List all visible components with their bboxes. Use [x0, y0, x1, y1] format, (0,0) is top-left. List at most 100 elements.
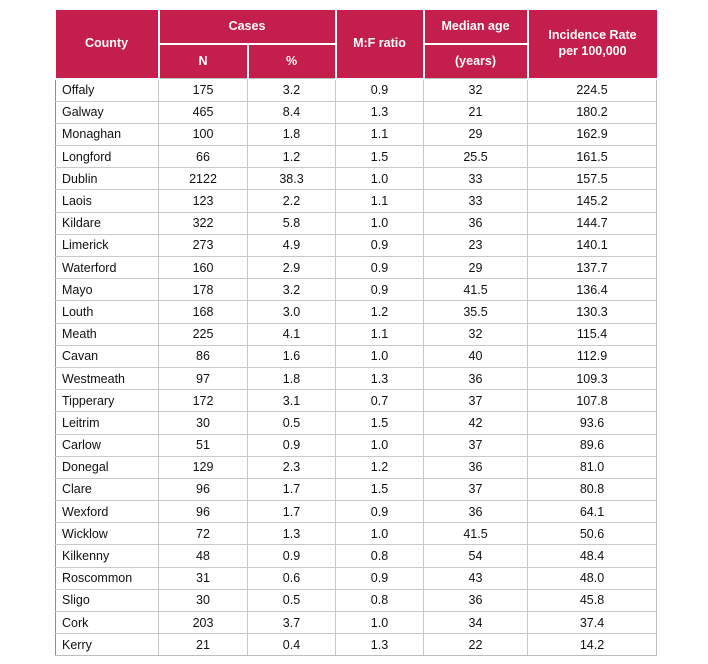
cell-cases-n: 21 — [158, 633, 248, 657]
cell-incidence-rate: 136.4 — [527, 278, 657, 302]
cell-incidence-rate: 80.8 — [527, 477, 657, 502]
table-row: Sligo 30 0.5 0.8 36 45.8 — [55, 588, 657, 613]
cell-median-age: 36 — [423, 366, 528, 391]
cell-cases-pct: 2.9 — [247, 255, 336, 280]
cell-mf-ratio: 0.9 — [335, 233, 424, 258]
header-cases-pct: % — [246, 43, 337, 79]
table-row: Kildare 322 5.8 1.0 36 144.7 — [55, 211, 657, 235]
cell-mf-ratio: 1.0 — [335, 610, 424, 635]
cell-median-age: 33 — [423, 167, 528, 191]
header-cases-n: N — [158, 43, 249, 79]
cell-cases-pct: 0.4 — [247, 633, 336, 657]
cell-median-age: 40 — [423, 344, 528, 368]
table-row: Galway 465 8.4 1.3 21 180.2 — [55, 100, 657, 124]
cell-cases-n: 30 — [158, 411, 248, 435]
cell-county: Laois — [55, 189, 159, 213]
cell-cases-n: 100 — [158, 122, 248, 147]
cell-incidence-rate: 14.2 — [527, 633, 657, 657]
cell-cases-n: 273 — [158, 233, 248, 258]
cell-county: Westmeath — [55, 366, 159, 391]
cell-county: Wexford — [55, 500, 159, 524]
cell-median-age: 36 — [423, 500, 528, 524]
cell-cases-pct: 0.5 — [247, 588, 336, 613]
cell-county: Cavan — [55, 344, 159, 368]
cell-cases-n: 203 — [158, 610, 248, 635]
cell-cases-n: 51 — [158, 433, 248, 457]
cell-cases-pct: 0.9 — [247, 433, 336, 457]
cell-mf-ratio: 1.5 — [335, 411, 424, 435]
cell-mf-ratio: 1.0 — [335, 522, 424, 546]
cell-mf-ratio: 1.3 — [335, 366, 424, 391]
cell-median-age: 33 — [423, 189, 528, 213]
cell-incidence-rate: 180.2 — [527, 100, 657, 124]
cell-median-age: 41.5 — [423, 522, 528, 546]
cell-mf-ratio: 1.1 — [335, 322, 424, 346]
cell-cases-n: 72 — [158, 522, 248, 546]
cell-county: Longford — [55, 145, 159, 169]
cell-cases-pct: 38.3 — [247, 167, 336, 191]
header-incidence-line1: Incidence Rate — [548, 28, 637, 43]
cell-mf-ratio: 1.3 — [335, 100, 424, 124]
table-row: Monaghan 100 1.8 1.1 29 162.9 — [55, 122, 657, 147]
table-row: Louth 168 3.0 1.2 35.5 130.3 — [55, 300, 657, 324]
table-row: Laois 123 2.2 1.1 33 145.2 — [55, 189, 657, 213]
cell-cases-pct: 3.2 — [247, 278, 336, 302]
county-incidence-table: County Cases M:F ratio Median age Incide… — [55, 10, 657, 657]
cell-county: Waterford — [55, 255, 159, 280]
cell-county: Monaghan — [55, 122, 159, 147]
cell-incidence-rate: 112.9 — [527, 344, 657, 368]
cell-incidence-rate: 224.5 — [527, 78, 657, 102]
cell-incidence-rate: 137.7 — [527, 255, 657, 280]
cell-incidence-rate: 45.8 — [527, 588, 657, 613]
cell-mf-ratio: 1.2 — [335, 455, 424, 479]
table-row: Kerry 21 0.4 1.3 22 14.2 — [55, 633, 657, 657]
cell-median-age: 54 — [423, 544, 528, 568]
cell-mf-ratio: 1.1 — [335, 122, 424, 147]
cell-median-age: 36 — [423, 588, 528, 613]
cell-cases-n: 178 — [158, 278, 248, 302]
cell-cases-pct: 8.4 — [247, 100, 336, 124]
cell-county: Tipperary — [55, 389, 159, 413]
cell-incidence-rate: 109.3 — [527, 366, 657, 391]
cell-county: Carlow — [55, 433, 159, 457]
cell-mf-ratio: 0.9 — [335, 500, 424, 524]
table-row: Cavan 86 1.6 1.0 40 112.9 — [55, 344, 657, 368]
cell-median-age: 23 — [423, 233, 528, 258]
cell-incidence-rate: 140.1 — [527, 233, 657, 258]
table-row: Limerick 273 4.9 0.9 23 140.1 — [55, 233, 657, 258]
table-header: County Cases M:F ratio Median age Incide… — [55, 10, 657, 80]
header-mf-ratio: M:F ratio — [334, 10, 425, 80]
cell-county: Sligo — [55, 588, 159, 613]
table-body: Offaly 175 3.2 0.9 32 224.5 Galway 465 8.4 1.3 21 1… — [55, 78, 657, 657]
cell-mf-ratio: 0.9 — [335, 278, 424, 302]
cell-county: Meath — [55, 322, 159, 346]
cell-mf-ratio: 1.5 — [335, 145, 424, 169]
cell-cases-pct: 1.7 — [247, 500, 336, 524]
cell-cases-pct: 0.6 — [247, 566, 336, 590]
cell-median-age: 36 — [423, 211, 528, 235]
cell-county: Limerick — [55, 233, 159, 258]
cell-cases-pct: 0.9 — [247, 544, 336, 568]
cell-county: Mayo — [55, 278, 159, 302]
table-row: Mayo 178 3.2 0.9 41.5 136.4 — [55, 278, 657, 302]
cell-mf-ratio: 0.9 — [335, 566, 424, 590]
cell-cases-n: 322 — [158, 211, 248, 235]
cell-cases-n: 175 — [158, 78, 248, 102]
header-county: County — [55, 10, 160, 80]
cell-county: Leitrim — [55, 411, 159, 435]
table-row: Offaly 175 3.2 0.9 32 224.5 — [55, 78, 657, 102]
table-row: Kilkenny 48 0.9 0.8 54 48.4 — [55, 544, 657, 568]
cell-median-age: 35.5 — [423, 300, 528, 324]
cell-county: Kildare — [55, 211, 159, 235]
cell-median-age: 32 — [423, 78, 528, 102]
cell-mf-ratio: 0.7 — [335, 389, 424, 413]
cell-cases-n: 123 — [158, 189, 248, 213]
table-row: Clare 96 1.7 1.5 37 80.8 — [55, 477, 657, 502]
cell-mf-ratio: 0.8 — [335, 588, 424, 613]
cell-median-age: 43 — [423, 566, 528, 590]
cell-cases-n: 31 — [158, 566, 248, 590]
cell-cases-n: 96 — [158, 500, 248, 524]
cell-median-age: 22 — [423, 633, 528, 657]
cell-median-age: 36 — [423, 455, 528, 479]
